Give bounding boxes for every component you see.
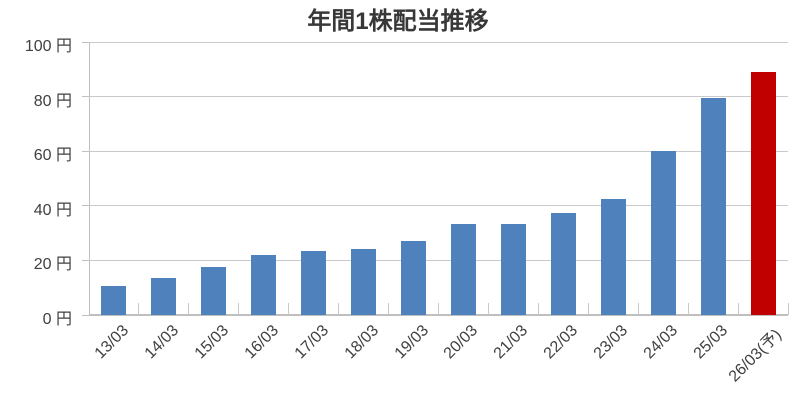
x-axis-label-15/03: 15/03	[191, 322, 232, 363]
bar-13/03	[101, 286, 127, 315]
y-axis-label-60: 60 円	[33, 147, 72, 165]
x-axis-tick-mark	[737, 303, 739, 315]
y-axis-tick-mark	[82, 41, 89, 43]
gridline-20	[89, 259, 788, 261]
gridline-100	[89, 41, 788, 43]
y-axis-tick-mark	[82, 314, 89, 316]
chart-title: 年間1株配当推移	[307, 8, 489, 35]
bar-17/03	[301, 251, 327, 315]
x-axis-tick-mark	[537, 303, 539, 315]
x-axis-label-14/03: 14/03	[141, 322, 182, 363]
y-axis-label-80: 80 円	[33, 92, 72, 110]
x-axis-label-23/03: 23/03	[590, 322, 632, 363]
x-axis-line	[89, 314, 788, 316]
y-axis-line	[89, 42, 90, 315]
plot-area	[89, 41, 789, 316]
y-axis-tick-mark	[82, 259, 89, 261]
x-axis-tick-mark	[388, 303, 390, 315]
y-axis-label-40: 40 円	[33, 201, 72, 219]
x-axis-tick-mark	[238, 303, 240, 315]
y-axis-tick-mark	[82, 150, 89, 152]
gridline-40	[89, 205, 788, 207]
bar-19/03	[401, 241, 427, 315]
x-axis-label-21/03: 21/03	[491, 322, 532, 363]
x-axis-label-20/03: 20/03	[441, 322, 482, 363]
gridline-60	[89, 150, 788, 152]
x-axis-label-26/03(予): 26/03(予)	[726, 326, 786, 386]
bar-25/03	[700, 98, 726, 315]
bar-14/03	[151, 278, 177, 315]
x-axis-tick-mark	[587, 303, 589, 315]
x-axis-label-25/03: 25/03	[690, 322, 732, 363]
x-axis-tick-mark	[338, 303, 340, 315]
y-axis-tick-mark	[82, 205, 89, 207]
bar-15/03	[201, 267, 227, 315]
bar-21/03	[500, 224, 526, 315]
x-axis-label-16/03: 16/03	[241, 322, 282, 363]
x-axis-tick-mark	[188, 303, 190, 315]
bar-20/03	[450, 224, 476, 315]
y-axis-label-20: 20 円	[33, 256, 72, 274]
x-axis-label-24/03: 24/03	[640, 322, 682, 363]
x-axis-tick-mark	[637, 303, 639, 315]
y-axis-label-100: 100 円	[24, 38, 72, 55]
bar-16/03	[251, 255, 277, 315]
bar-18/03	[351, 249, 377, 315]
gridline-80	[89, 96, 788, 98]
x-axis-label-22/03: 22/03	[541, 322, 582, 363]
x-axis-label-18/03: 18/03	[341, 322, 382, 363]
y-axis-tick-mark	[82, 96, 89, 98]
x-axis-tick-mark	[138, 303, 140, 315]
x-axis-tick-mark	[687, 303, 689, 315]
x-axis-label-17/03: 17/03	[291, 322, 332, 363]
bar-24/03	[650, 151, 676, 315]
x-axis-tick-mark	[288, 303, 290, 315]
bar-23/03	[600, 199, 626, 315]
bar-26/03(予)	[750, 72, 776, 315]
x-axis-tick-mark	[438, 303, 439, 315]
y-axis-label-0: 0 円	[42, 311, 72, 328]
bar-22/03	[550, 213, 576, 315]
x-axis-label-19/03: 19/03	[391, 322, 432, 363]
x-axis-tick-mark	[487, 303, 489, 315]
x-axis-tick-mark	[787, 303, 789, 315]
x-axis-label-13/03: 13/03	[91, 322, 132, 363]
